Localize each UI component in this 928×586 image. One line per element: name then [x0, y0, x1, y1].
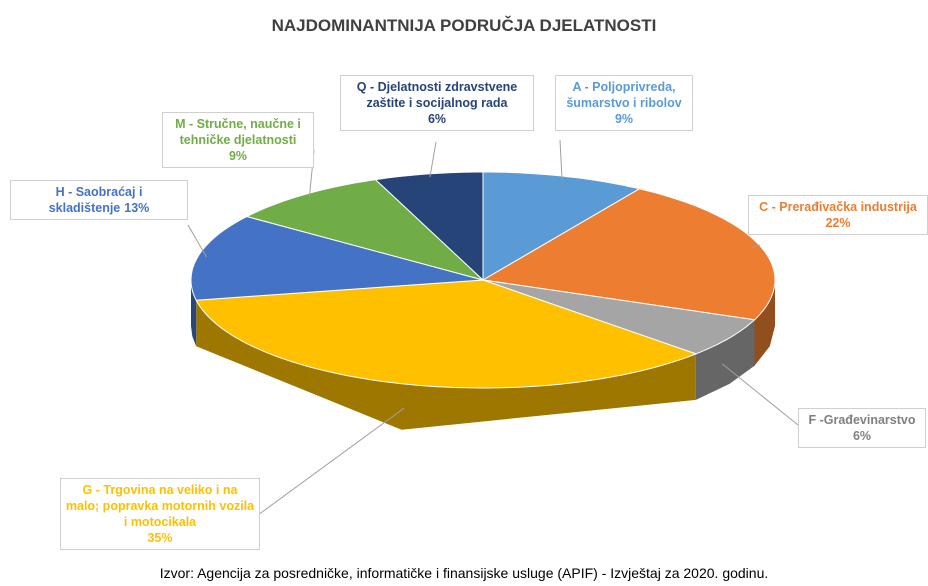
- value-label: 6%: [427, 112, 447, 126]
- category-label: Q - Djelatnosti zdravstvene zaštite i so…: [356, 80, 518, 110]
- category-label: A - Poljoprivreda, šumarstvo i ribolov: [566, 80, 682, 110]
- category-label: M - Stručne, naučne i tehničke djelatnos…: [175, 117, 301, 147]
- slice: [482, 279, 756, 355]
- slice-label: H - Saobraćaj i skladištenje 13%: [10, 180, 188, 220]
- leader-line: [187, 224, 208, 258]
- slice: [245, 179, 484, 281]
- slice-side: [191, 280, 197, 347]
- leader-line: [429, 141, 437, 178]
- slice-side: [196, 300, 696, 430]
- slice-label: A - Poljoprivreda, šumarstvo i ribolov 9%: [555, 75, 693, 131]
- slice-side: [695, 319, 755, 400]
- slice: [482, 171, 641, 281]
- slice: [481, 188, 776, 321]
- slice-label: Q - Djelatnosti zdravstvene zaštite i so…: [340, 75, 534, 131]
- slice-label: F -Građevinarstvo 6%: [798, 408, 926, 448]
- value-label: 13%: [124, 201, 150, 215]
- category-label: H - Saobraćaj i skladištenje: [48, 185, 143, 215]
- slice-label: C - Prerađivačka industrija 22%: [748, 195, 928, 235]
- leader-line: [721, 363, 799, 426]
- source-note: Izvor: Agencija za posredničke, informat…: [159, 565, 769, 581]
- category-label: F -Građevinarstvo: [808, 413, 916, 427]
- value-label: 9%: [228, 149, 248, 163]
- slice: [190, 215, 484, 301]
- value-label: 6%: [852, 429, 872, 443]
- category-label: G - Trgovina na veliko i na malo; poprav…: [65, 483, 255, 529]
- slice-label: G - Trgovina na veliko i na malo; poprav…: [60, 478, 260, 550]
- value-label: 9%: [614, 112, 634, 126]
- category-label: C - Prerađivačka industrija: [759, 200, 917, 214]
- slice: [374, 171, 484, 282]
- value-label: 22%: [825, 216, 851, 230]
- value-label: 35%: [147, 531, 173, 545]
- slice: [195, 279, 698, 389]
- chart-title: NAJDOMINANTNIJA PODRUČJA DJELATNOSTI: [271, 16, 657, 35]
- slice-side: [754, 280, 775, 366]
- leader-line: [752, 244, 761, 249]
- leader-line: [257, 407, 405, 516]
- slice-label: M - Stručne, naučne i tehničke djelatnos…: [162, 112, 314, 168]
- leader-line: [559, 139, 563, 180]
